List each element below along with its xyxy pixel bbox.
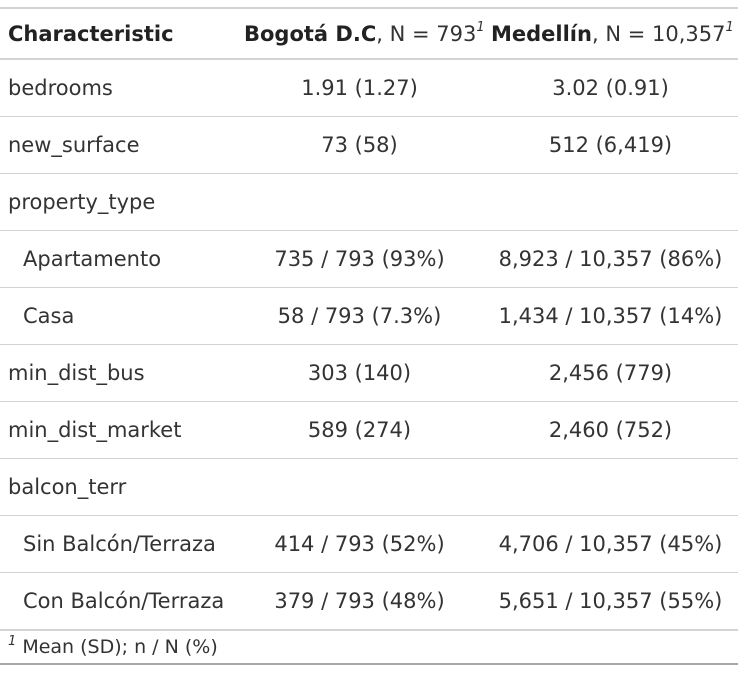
cell-medellin: 4,706 / 10,357 (45%)	[483, 515, 738, 573]
cell-medellin: 3.02 (0.91)	[552, 76, 669, 100]
cell-medellin: 5,651 / 10,357 (55%)	[483, 572, 738, 631]
cell-bogota: 735 / 793 (93%)	[236, 230, 483, 288]
table-row: min_dist_bus 303 (140) 2,456 (779)	[0, 344, 738, 402]
table-row: min_dist_market 589 (274) 2,460 (752)	[0, 401, 738, 459]
row-label: property_type	[0, 173, 236, 231]
table-row: bedrooms 1.91 (1.27) 3.02 (0.91)	[0, 59, 738, 117]
row-label: Sin Balcón/Terraza	[0, 515, 236, 573]
row-label: Apartamento	[0, 230, 236, 288]
header-bogota: Bogotá D.C, N = 7931	[236, 8, 485, 59]
row-label: new_surface	[0, 116, 236, 174]
cell-medellin: 2,456 (779)	[483, 344, 738, 402]
footnote-marker: 1	[725, 19, 734, 35]
table-footer: 1 Mean (SD); n / N (%)	[0, 630, 738, 665]
cell-bogota: 58 / 793 (7.3%)	[236, 287, 483, 345]
row-label: Con Balcón/Terraza	[0, 572, 236, 631]
cell-bogota: 1.91 (1.27)	[301, 76, 418, 100]
row-label: min_dist_market	[0, 401, 236, 459]
table-header: Characteristic Bogotá D.C, N = 7931 Mede…	[0, 8, 738, 59]
row-label: Casa	[0, 287, 236, 345]
table-row: Con Balcón/Terraza 379 / 793 (48%) 5,651…	[0, 572, 738, 631]
table-row: Apartamento 735 / 793 (93%) 8,923 / 10,3…	[0, 230, 738, 288]
cell-medellin	[483, 173, 738, 231]
summary-table-container: Characteristic Bogotá D.C, N = 7931 Mede…	[0, 7, 738, 665]
cell-bogota: 414 / 793 (52%)	[236, 515, 483, 573]
header-medellin: Medellín, N = 10,3571	[483, 8, 738, 59]
cell-bogota: 379 / 793 (48%)	[236, 572, 483, 631]
footnote-mark: 1	[8, 634, 17, 649]
table-body: bedrooms 1.91 (1.27) 3.02 (0.91) new_sur…	[0, 59, 738, 631]
cell-medellin: 2,460 (752)	[483, 401, 738, 459]
cell-medellin: 512 (6,419)	[483, 116, 738, 174]
table-row: balcon_terr	[0, 458, 738, 516]
footnote-marker: 1	[476, 19, 485, 35]
cell-medellin: 8,923 / 10,357 (86%)	[483, 230, 738, 288]
cell-bogota: 73 (58)	[236, 116, 483, 174]
header-bogota-n: , N = 793	[376, 21, 477, 46]
cell-bogota: 589 (274)	[236, 401, 483, 459]
footnote: 1 Mean (SD); n / N (%)	[0, 630, 738, 665]
summary-table: Characteristic Bogotá D.C, N = 7931 Mede…	[0, 7, 738, 665]
table-row: Sin Balcón/Terraza 414 / 793 (52%) 4,706…	[0, 515, 738, 573]
cell-bogota: 303 (140)	[236, 344, 483, 402]
cell-medellin	[483, 458, 738, 516]
header-row: Characteristic Bogotá D.C, N = 7931 Mede…	[0, 8, 738, 59]
cell-bogota	[236, 173, 483, 231]
row-label: min_dist_bus	[0, 344, 236, 402]
cell-bogota	[236, 458, 483, 516]
row-label: balcon_terr	[0, 458, 236, 516]
footnote-row: 1 Mean (SD); n / N (%)	[0, 630, 738, 665]
header-characteristic: Characteristic	[8, 21, 174, 46]
table-row: Casa 58 / 793 (7.3%) 1,434 / 10,357 (14%…	[0, 287, 738, 345]
header-medellin-n: , N = 10,357	[591, 21, 726, 46]
row-label: bedrooms	[8, 76, 113, 100]
header-bogota-name: Bogotá D.C	[244, 21, 377, 46]
table-row: property_type	[0, 173, 738, 231]
header-medellin-name: Medellín	[491, 21, 592, 46]
table-row: new_surface 73 (58) 512 (6,419)	[0, 116, 738, 174]
footnote-text: Mean (SD); n / N (%)	[16, 636, 218, 658]
cell-medellin: 1,434 / 10,357 (14%)	[483, 287, 738, 345]
